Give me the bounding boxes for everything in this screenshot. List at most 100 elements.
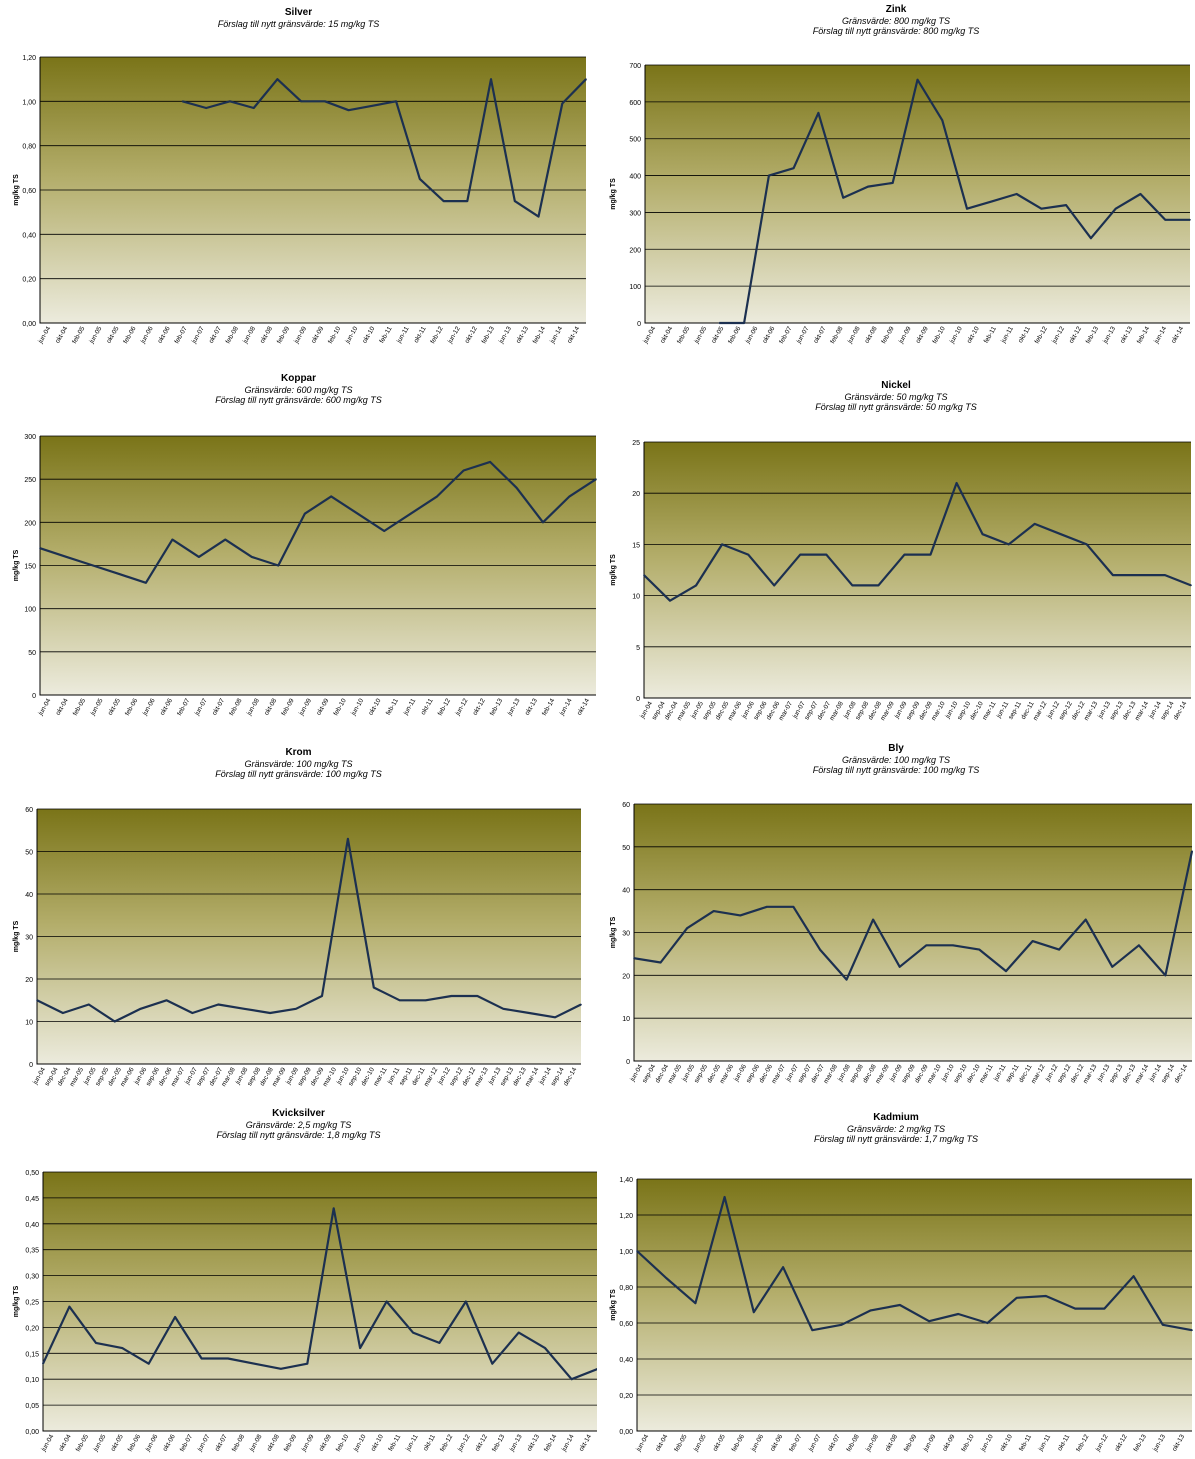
data-point bbox=[659, 961, 662, 964]
y-tick-label: 30 bbox=[25, 935, 33, 942]
y-tick-label: 50 bbox=[622, 845, 630, 852]
x-tick-label: jun-10 bbox=[350, 697, 366, 717]
x-tick-label: okt-11 bbox=[422, 1433, 437, 1452]
data-point bbox=[174, 1316, 176, 1318]
data-point bbox=[695, 584, 697, 587]
x-tick-label: dec-14 bbox=[562, 1066, 578, 1087]
chart-subtitle: Förslag till nytt gränsvärde: 600 mg/kg … bbox=[215, 395, 382, 405]
y-tick-label: 20 bbox=[622, 973, 630, 980]
data-point bbox=[1138, 574, 1140, 576]
data-point bbox=[792, 167, 795, 169]
data-point bbox=[580, 1003, 582, 1006]
data-point bbox=[899, 1304, 901, 1306]
data-point bbox=[224, 538, 227, 541]
y-tick-label: 0 bbox=[637, 321, 641, 328]
data-point bbox=[145, 581, 147, 584]
x-tick-label: feb-08 bbox=[846, 1433, 861, 1453]
data-point bbox=[766, 906, 768, 908]
x-tick-label: okt-13 bbox=[515, 325, 530, 344]
x-tick-label: jun-14 bbox=[558, 697, 574, 717]
x-tick-label: feb-10 bbox=[931, 325, 946, 345]
data-point bbox=[412, 1331, 414, 1334]
y-tick-label: 0,20 bbox=[619, 1393, 633, 1400]
x-tick-label: okt-06 bbox=[761, 325, 776, 344]
y-tick-label: 0,50 bbox=[25, 1170, 39, 1177]
chart-subtitle: Förslag till nytt gränsvärde: 1,7 mg/kg … bbox=[813, 1134, 979, 1144]
x-tick-label: feb-07 bbox=[788, 1433, 803, 1453]
x-tick-label: okt-07 bbox=[812, 325, 827, 344]
chart-subtitle: Förslag till nytt gränsvärde: 1,8 mg/kg … bbox=[216, 1130, 381, 1140]
y-tick-label: 300 bbox=[24, 434, 36, 441]
x-tick-label: jun-05 bbox=[89, 697, 105, 717]
y-tick-label: 5 bbox=[636, 645, 640, 652]
x-tick-label: okt-08 bbox=[259, 325, 274, 344]
x-tick-label: okt-09 bbox=[315, 697, 330, 716]
y-tick-label: 500 bbox=[629, 137, 641, 144]
x-tick-label: jun-05 bbox=[88, 325, 104, 345]
y-tick-label: 200 bbox=[629, 247, 641, 254]
x-tick-label: jun-07 bbox=[193, 697, 209, 717]
data-point bbox=[1111, 965, 1114, 968]
x-tick-label: okt-14 bbox=[576, 697, 591, 716]
series-line bbox=[643, 481, 1192, 602]
x-tick-label: mar-06 bbox=[719, 1063, 736, 1085]
data-point bbox=[1045, 1295, 1047, 1297]
y-tick-label: 60 bbox=[622, 802, 630, 809]
data-point bbox=[1084, 918, 1087, 921]
x-tick-label: feb-08 bbox=[231, 1433, 246, 1453]
axes bbox=[636, 1179, 1192, 1432]
x-tick-label: feb-07 bbox=[176, 697, 191, 717]
y-tick-label: 0,40 bbox=[25, 1222, 39, 1229]
y-tick-label: 100 bbox=[629, 284, 641, 291]
x-tick-label: jun-04 bbox=[635, 1433, 651, 1453]
x-tick-label: jun-04 bbox=[642, 325, 658, 345]
y-tick-label: 1,00 bbox=[619, 1249, 633, 1256]
data-point bbox=[712, 910, 715, 912]
y-tick-label: 0,40 bbox=[22, 232, 36, 239]
x-tick-label: okt-04 bbox=[654, 1433, 669, 1452]
data-point bbox=[438, 1342, 441, 1344]
data-point bbox=[636, 1250, 638, 1252]
x-tick-label: okt-13 bbox=[524, 697, 539, 716]
x-tick-label: okt-04 bbox=[54, 325, 69, 344]
x-tick-label: feb-05 bbox=[75, 1433, 90, 1453]
data-point bbox=[39, 547, 41, 550]
x-tick-label: feb-09 bbox=[276, 325, 291, 345]
x-tick-label: okt-11 bbox=[1056, 1433, 1071, 1452]
chart-subtitle: Gränsvärde: 600 mg/kg TS bbox=[244, 385, 353, 395]
x-tick-label: okt-13 bbox=[1171, 1433, 1186, 1452]
x-tick-label: okt-10 bbox=[999, 1433, 1014, 1452]
x-tick-label: feb-06 bbox=[727, 325, 742, 345]
y-tick-label: 50 bbox=[25, 850, 33, 857]
y-tick-label: 0,80 bbox=[619, 1285, 633, 1292]
data-point bbox=[872, 918, 874, 921]
y-tick-label: 50 bbox=[28, 650, 36, 657]
data-point bbox=[928, 1320, 930, 1322]
data-point bbox=[462, 469, 465, 472]
y-tick-label: 1,20 bbox=[619, 1213, 633, 1220]
data-point bbox=[694, 1302, 697, 1304]
data-point bbox=[359, 1347, 361, 1349]
x-tick-label: mar-09 bbox=[874, 1063, 891, 1085]
x-tick-label: feb-10 bbox=[327, 325, 342, 345]
data-point bbox=[941, 119, 944, 122]
krom-chart: Krom Gränsvärde: 100 mg/kg TS Förslag till… bbox=[0, 730, 597, 1095]
x-tick-label: feb-12 bbox=[437, 697, 452, 717]
x-tick-label: okt-09 bbox=[310, 325, 325, 344]
data-point bbox=[62, 1012, 64, 1014]
chart-title: Zink bbox=[885, 4, 907, 15]
x-tick-label: mar-11 bbox=[981, 700, 997, 721]
y-tick-label: 15 bbox=[632, 542, 640, 549]
x-tick-label: feb-05 bbox=[71, 325, 86, 345]
data-point bbox=[792, 906, 795, 908]
x-tick-label: okt-05 bbox=[107, 697, 122, 716]
data-point bbox=[528, 1012, 530, 1014]
chart-title: Koppar bbox=[281, 373, 316, 384]
data-point bbox=[799, 553, 802, 556]
x-tick-label: jun-04 bbox=[37, 697, 53, 717]
y-axis-label: mg/kg TS bbox=[13, 174, 20, 206]
data-point bbox=[845, 978, 848, 981]
data-point bbox=[768, 174, 770, 177]
